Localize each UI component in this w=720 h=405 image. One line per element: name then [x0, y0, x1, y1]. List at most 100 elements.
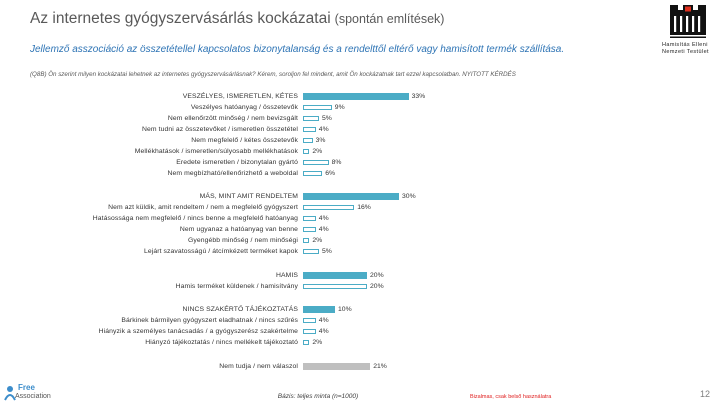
- value-label: 20%: [370, 271, 384, 280]
- value-unit: %: [380, 362, 387, 370]
- subtitle: Jellemző asszociáció az összetétellel ka…: [30, 44, 565, 55]
- logo-line-2: Nemzeti Testület: [662, 49, 709, 55]
- item-bar: [303, 249, 319, 254]
- value-unit: %: [322, 317, 329, 324]
- value-number: 10: [338, 306, 346, 313]
- base-note: Bázis: teljes minta (n=1000): [277, 393, 359, 400]
- value-label: 33%: [412, 92, 426, 101]
- value-label: 20%: [370, 282, 384, 291]
- value-unit: %: [322, 226, 329, 233]
- category-label: Hatásossága nem megfelelő / nincs benne …: [92, 215, 298, 222]
- value-label: 5%: [322, 114, 332, 123]
- value-label: 4%: [319, 327, 329, 336]
- value-unit: %: [316, 339, 323, 346]
- value-unit: %: [335, 158, 342, 166]
- value-label: 4%: [319, 214, 329, 223]
- value-label: 4%: [319, 125, 329, 134]
- value-number: 5: [322, 248, 326, 255]
- page-number: 12: [700, 389, 711, 399]
- value-number: 33: [411, 92, 420, 100]
- value-number: 2: [312, 147, 317, 155]
- value-number: 6: [325, 169, 329, 177]
- value-number: 4: [318, 125, 323, 133]
- value-unit: %: [316, 147, 323, 155]
- value-unit: %: [322, 125, 329, 133]
- group-label: Nem tudja / nem válaszol: [219, 362, 298, 370]
- value-unit: %: [328, 169, 336, 177]
- value-number: 4: [318, 328, 323, 335]
- item-bar: [303, 238, 310, 243]
- category-label: Mellékhatások / ismeretlen/súlyosabb mel…: [134, 147, 298, 155]
- item-bar: [303, 216, 316, 221]
- item-bar: [303, 329, 316, 334]
- category-label: Gyengébb minőség / nem minőségi: [187, 237, 298, 244]
- value-unit: %: [325, 114, 332, 122]
- value-label: 21%: [373, 362, 387, 371]
- value-label: 2%: [312, 236, 322, 245]
- value-number: 16: [357, 204, 365, 211]
- value-number: 20: [370, 282, 378, 290]
- item-bar: [303, 159, 329, 165]
- group-label: NINCS SZAKÉRTŐ TÁJÉKOZTATÁS: [182, 306, 298, 313]
- category-label: Nem tudni az összetevőket / ismeretlen ö…: [141, 125, 298, 133]
- value-label: 4%: [319, 225, 329, 234]
- agency-logo-line-1: Free: [18, 383, 35, 392]
- category-label: Eredete ismeretlen / bizonytalan gyártó: [176, 158, 298, 166]
- value-number: 21: [373, 362, 381, 370]
- value-number: 8: [331, 158, 336, 166]
- hent-logo: Hamisítás Elleni Nemzeti Testület: [662, 5, 718, 56]
- item-bar: [303, 126, 316, 132]
- value-label: 2%: [312, 338, 322, 347]
- group-label: HAMIS: [275, 271, 298, 279]
- item-bar: [303, 283, 367, 289]
- group-bar: [303, 362, 371, 370]
- category-label: Veszélyes hatóanyag / összetevők: [190, 103, 298, 111]
- item-bar: [303, 115, 319, 121]
- value-label: 8%: [332, 158, 342, 167]
- logo-line-1: Hamisítás Elleni: [662, 42, 708, 48]
- value-number: 2: [312, 237, 317, 244]
- value-label: 6%: [325, 169, 335, 178]
- group-bar: [303, 306, 335, 313]
- value-unit: %: [338, 103, 345, 111]
- value-number: 20: [370, 271, 378, 279]
- item-bar: [303, 318, 316, 323]
- category-label: Nem azt küldik, amit rendeltem / nem a m…: [108, 204, 298, 211]
- group-bar: [303, 271, 367, 279]
- value-number: 5: [322, 114, 326, 122]
- group-bar: [303, 193, 399, 200]
- category-label: Bárkinek bármilyen gyógyszert eladhatnak…: [121, 317, 298, 324]
- value-label: 30%: [402, 192, 416, 201]
- title-note: (spontán említések): [334, 12, 445, 26]
- value-label: 3%: [316, 136, 326, 145]
- value-number: 4: [318, 317, 323, 324]
- value-unit: %: [377, 282, 384, 290]
- category-label: Hiányzik a személyes tanácsadás / a gyóg…: [98, 328, 298, 335]
- agency-logo-line-2: Association: [15, 393, 51, 400]
- category-label: Hamis terméket küldenek / hamisítvány: [175, 282, 298, 290]
- group-label: MÁS, MINT AMIT RENDELTEM: [199, 193, 298, 200]
- value-unit: %: [319, 136, 326, 144]
- item-bar: [303, 137, 313, 143]
- hent-emblem-icon: [670, 5, 706, 38]
- category-label: Hiányzó tájékoztatás / nincs mellékelt t…: [145, 339, 298, 346]
- value-unit: %: [345, 306, 352, 313]
- value-number: 4: [318, 226, 323, 233]
- page-title: Az internetes gyógyszervásárlás kockázat…: [30, 9, 444, 29]
- value-label: 4%: [319, 316, 329, 325]
- value-number: 9: [334, 103, 339, 111]
- item-bar: [303, 205, 355, 210]
- value-label: 16%: [357, 203, 371, 212]
- value-unit: %: [325, 248, 332, 255]
- value-unit: %: [377, 271, 384, 279]
- value-label: 9%: [335, 103, 345, 112]
- item-bar: [303, 148, 310, 154]
- value-number: 30: [402, 193, 410, 200]
- value-unit: %: [322, 215, 329, 222]
- value-unit: %: [322, 328, 329, 335]
- group-label: VESZÉLYES, ISMERETLEN, KÉTES: [182, 92, 298, 100]
- item-bar: [303, 170, 323, 176]
- value-unit: %: [419, 92, 426, 100]
- category-label: Nem ugyanaz a hatóanyag van benne: [179, 226, 298, 233]
